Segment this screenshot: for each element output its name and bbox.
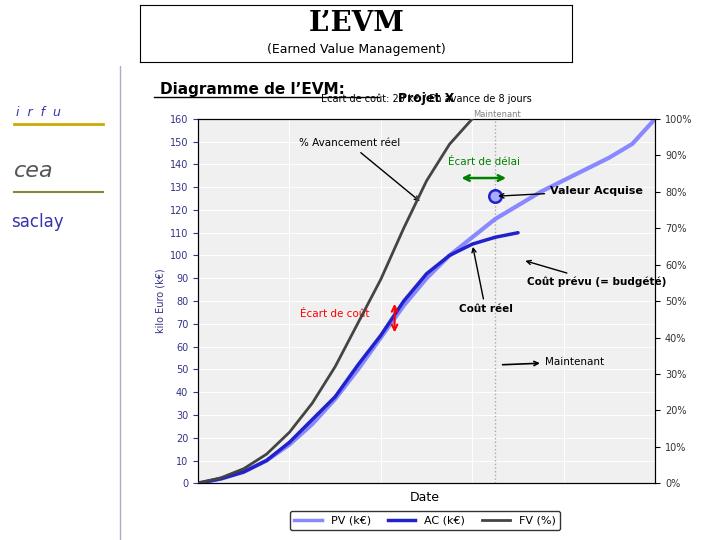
PV (k€) <box>514 202 523 208</box>
Text: i  r  f  u: i r f u <box>17 106 61 119</box>
PV (k€) <box>217 476 225 482</box>
Text: Écart de coût: Écart de coût <box>300 308 370 319</box>
AC (k€) <box>422 271 431 277</box>
AC (k€) <box>240 469 248 475</box>
FV (%) <box>217 475 225 481</box>
FV (%) <box>445 141 454 147</box>
Line: FV (%): FV (%) <box>198 24 518 483</box>
FV (%) <box>285 429 294 435</box>
Line: PV (k€): PV (k€) <box>198 119 655 483</box>
Text: % Avancement réel: % Avancement réel <box>299 138 419 200</box>
PV (k€) <box>559 177 568 184</box>
PV (k€) <box>400 302 408 309</box>
Title: Projet X: Projet X <box>398 92 455 105</box>
PV (k€) <box>468 234 477 240</box>
Text: Date: Date <box>410 491 440 504</box>
PV (k€) <box>536 188 545 195</box>
Y-axis label: kilo Euro (k€): kilo Euro (k€) <box>156 269 166 333</box>
PV (k€) <box>582 166 591 172</box>
FV (%) <box>422 178 431 184</box>
Legend: PV (k€), AC (k€), FV (%): PV (k€), AC (k€), FV (%) <box>289 511 560 530</box>
AC (k€) <box>491 234 500 240</box>
AC (k€) <box>514 230 523 236</box>
PV (k€) <box>491 216 500 222</box>
Text: cea: cea <box>14 161 53 181</box>
Line: AC (k€): AC (k€) <box>198 233 518 483</box>
Text: (Earned Value Management): (Earned Value Management) <box>267 43 446 56</box>
AC (k€) <box>308 416 317 423</box>
Text: saclay: saclay <box>11 213 63 231</box>
PV (k€) <box>422 275 431 281</box>
Text: Coût réel: Coût réel <box>459 248 513 314</box>
Text: Coût prévu (= budgété): Coût prévu (= budgété) <box>527 260 667 287</box>
AC (k€) <box>445 252 454 259</box>
Text: Diagramme de l’EVM:: Diagramme de l’EVM: <box>160 83 345 98</box>
FV (%) <box>468 116 477 122</box>
AC (k€) <box>400 298 408 305</box>
AC (k€) <box>285 439 294 446</box>
FV (%) <box>308 400 317 406</box>
PV (k€) <box>605 154 613 161</box>
Text: Écart de délai: Écart de délai <box>448 157 520 167</box>
PV (k€) <box>331 396 340 402</box>
FV (%) <box>377 276 385 282</box>
AC (k€) <box>262 457 271 464</box>
Text: Ecart de coût: 20 k€ / En avance de 8 jours: Ecart de coût: 20 k€ / En avance de 8 jo… <box>321 94 532 104</box>
AC (k€) <box>377 332 385 339</box>
PV (k€) <box>194 480 202 487</box>
Text: Valeur Acquise: Valeur Acquise <box>500 186 643 198</box>
PV (k€) <box>354 366 362 373</box>
Text: Maintenant: Maintenant <box>474 110 521 119</box>
AC (k€) <box>217 476 225 482</box>
PV (k€) <box>262 457 271 464</box>
FV (%) <box>491 72 500 78</box>
AC (k€) <box>331 394 340 400</box>
PV (k€) <box>308 421 317 427</box>
FV (%) <box>354 320 362 326</box>
Text: L’EVM: L’EVM <box>308 10 405 37</box>
FV (%) <box>400 225 408 231</box>
Text: Maintenant: Maintenant <box>503 357 605 367</box>
PV (k€) <box>651 116 660 122</box>
PV (k€) <box>285 441 294 448</box>
FV (%) <box>240 465 248 472</box>
AC (k€) <box>194 480 202 487</box>
AC (k€) <box>468 241 477 247</box>
PV (k€) <box>240 469 248 475</box>
AC (k€) <box>354 362 362 368</box>
PV (k€) <box>377 334 385 341</box>
PV (k€) <box>445 252 454 259</box>
FV (%) <box>262 451 271 457</box>
FV (%) <box>194 480 202 487</box>
FV (%) <box>514 21 523 27</box>
FV (%) <box>331 363 340 370</box>
PV (k€) <box>628 140 636 147</box>
